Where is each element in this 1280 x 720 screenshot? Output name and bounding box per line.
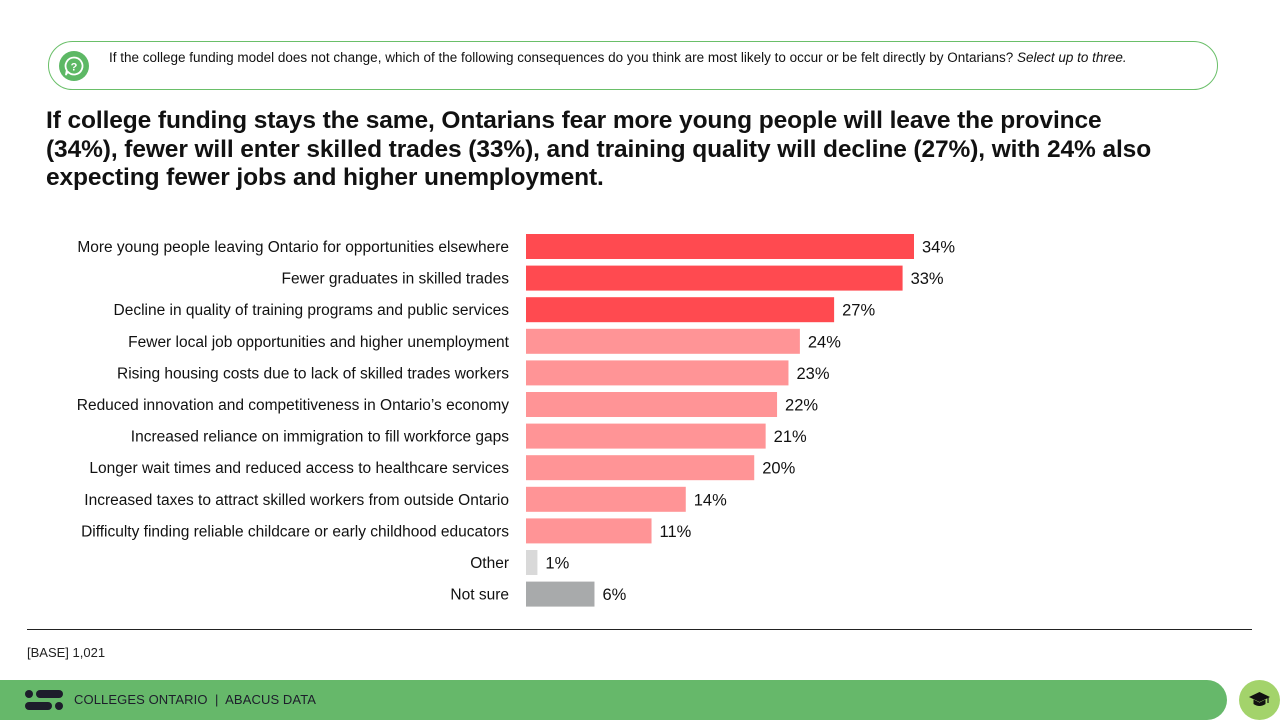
category-label: Longer wait times and reduced access to … <box>89 460 509 477</box>
category-label: Reduced innovation and competitiveness i… <box>77 397 509 414</box>
data-label: 23% <box>796 365 829 383</box>
category-label: Difficulty finding reliable childcare or… <box>81 523 509 540</box>
svg-text:?: ? <box>71 62 78 74</box>
bar-row: Longer wait times and reduced access to … <box>89 455 796 481</box>
category-label: More young people leaving Ontario for op… <box>77 239 509 256</box>
bar-row: Difficulty finding reliable childcare or… <box>81 518 692 544</box>
bar <box>526 455 755 481</box>
graduation-cap-icon <box>1249 692 1270 706</box>
abacus-logo-icon <box>25 690 63 710</box>
page-headline: If college funding stays the same, Ontar… <box>46 107 1152 191</box>
bar-row: More young people leaving Ontario for op… <box>77 234 955 259</box>
data-label: 20% <box>762 460 795 478</box>
bar <box>526 297 835 323</box>
data-label: 33% <box>911 270 944 288</box>
data-label: 21% <box>774 428 807 446</box>
category-label: Other <box>470 555 509 572</box>
data-label: 1% <box>545 555 569 573</box>
data-label: 6% <box>602 586 626 604</box>
question-bubble-icon: ? <box>59 51 89 81</box>
question-instruction: Select up to three. <box>1017 50 1127 65</box>
bar-row: Decline in quality of training programs … <box>114 297 875 323</box>
bar-row: Fewer graduates in skilled trades 33% <box>282 265 944 291</box>
footer-bar: COLLEGES ONTARIO | ABACUS DATA <box>0 680 1227 720</box>
base-note: [BASE] 1,021 <box>27 645 106 660</box>
category-label: Not sure <box>450 587 509 604</box>
footer-brand: COLLEGES ONTARIO | ABACUS DATA <box>74 692 317 707</box>
bar <box>526 328 800 354</box>
category-label: Increased taxes to attract skilled worke… <box>84 492 509 509</box>
category-label: Fewer graduates in skilled trades <box>282 271 510 288</box>
bar-row: Other 1% <box>470 550 570 575</box>
data-label: 24% <box>808 333 841 351</box>
question-prompt: If the college funding model does not ch… <box>109 50 1014 65</box>
bar-row: Increased reliance on immigration to fil… <box>131 423 807 449</box>
category-label: Decline in quality of training programs … <box>114 302 510 319</box>
bar-row: Rising housing costs due to lack of skil… <box>117 360 830 386</box>
data-label: 14% <box>694 491 727 509</box>
data-label: 27% <box>842 302 875 320</box>
graduation-cap-button[interactable] <box>1239 680 1280 720</box>
bar-chart: More young people leaving Ontario for op… <box>77 234 955 607</box>
bar <box>526 581 595 607</box>
category-label: Fewer local job opportunities and higher… <box>128 334 510 351</box>
bar-row: Reduced innovation and competitiveness i… <box>77 392 818 417</box>
question-text: If the college funding model does not ch… <box>109 48 1199 67</box>
bar-row: Fewer local job opportunities and higher… <box>128 328 841 354</box>
question-box: ? If the college funding model does not … <box>48 41 1218 90</box>
bar <box>526 486 686 512</box>
bar <box>526 360 789 386</box>
data-label: 22% <box>785 397 818 415</box>
category-label: Increased reliance on immigration to fil… <box>131 429 509 446</box>
bar <box>526 550 538 575</box>
bar <box>526 265 903 291</box>
data-label: 11% <box>660 523 692 541</box>
footer-divider <box>27 629 1252 630</box>
bar <box>526 234 914 259</box>
bar-row: Increased taxes to attract skilled worke… <box>84 486 727 512</box>
bar-row: Not sure 6% <box>450 581 627 607</box>
bar <box>526 392 778 417</box>
data-label: 34% <box>922 239 955 257</box>
bar <box>526 518 652 544</box>
category-label: Rising housing costs due to lack of skil… <box>117 365 509 382</box>
bar <box>526 423 766 449</box>
